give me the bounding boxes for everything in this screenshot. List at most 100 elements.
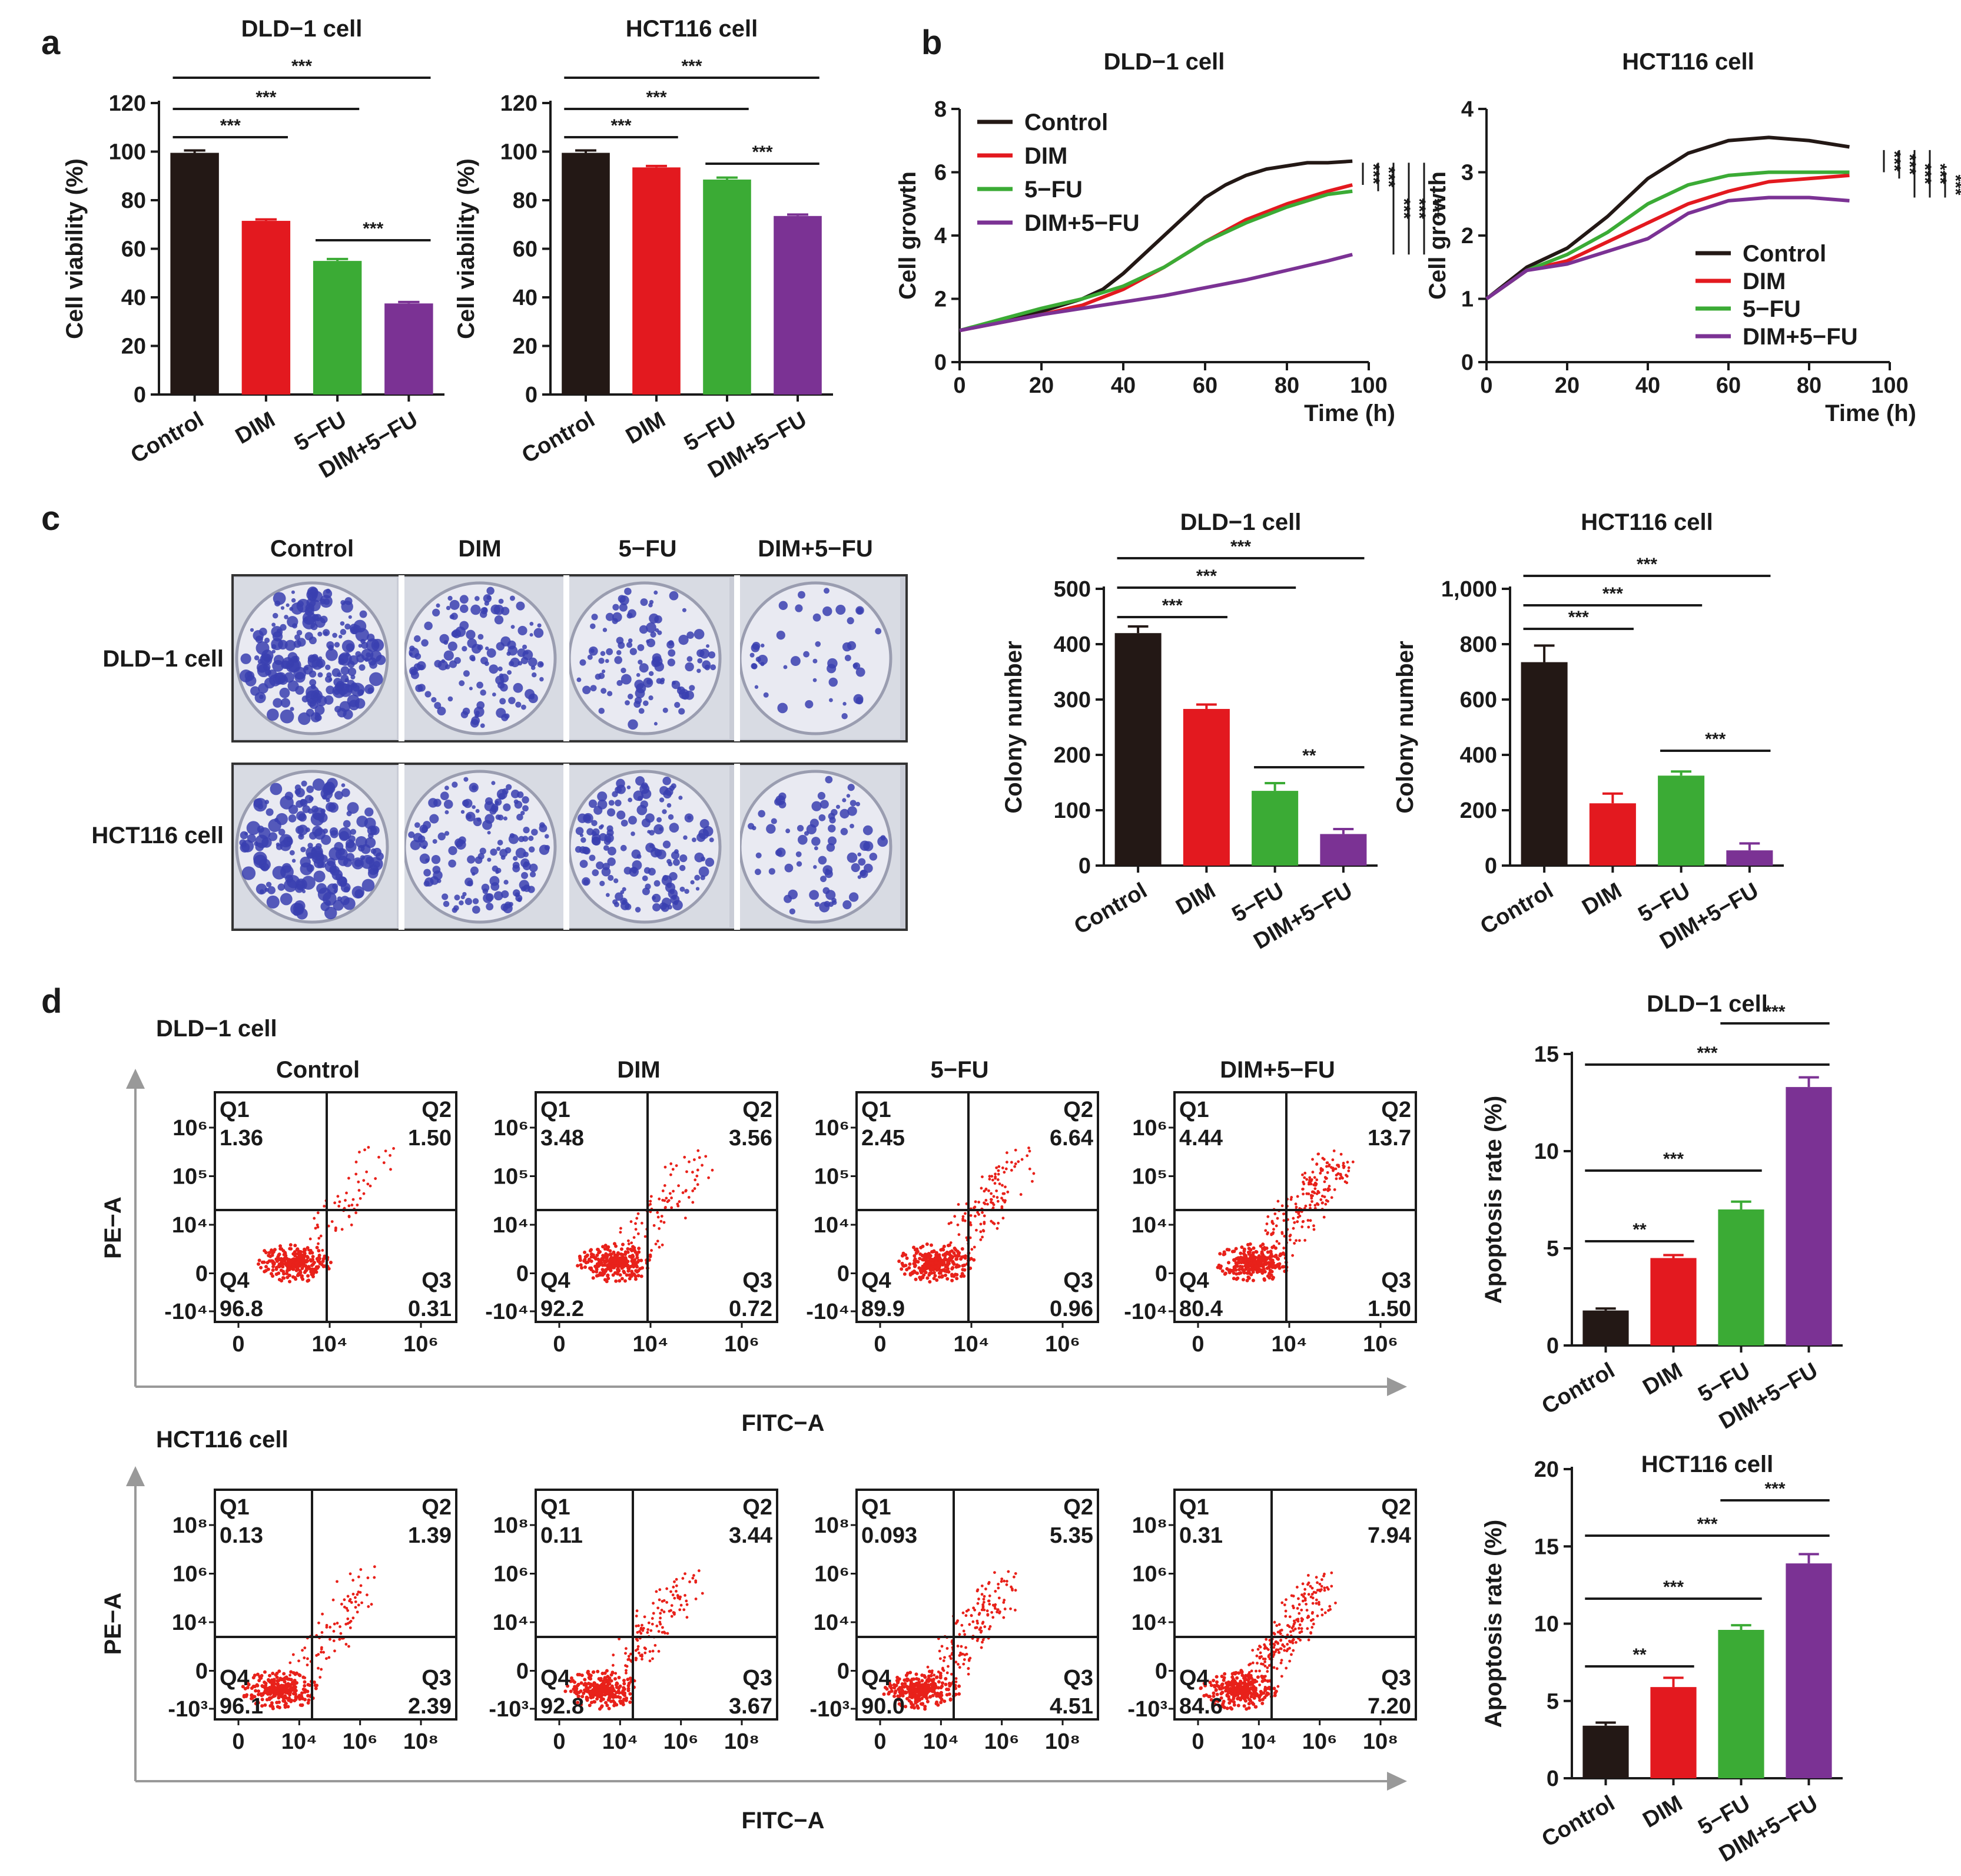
event-dot: [913, 1693, 917, 1698]
colony-spot: [312, 778, 325, 791]
x-tick-label: DIM: [1172, 878, 1220, 920]
colony-spot: [414, 635, 421, 642]
legend-label: DIM+5−FU: [1743, 324, 1858, 350]
y-tick-label: 100: [109, 140, 146, 165]
event-dot: [348, 1599, 351, 1603]
significance-label: ***: [1425, 198, 1444, 219]
event-dot: [617, 1675, 621, 1679]
event-dot: [1310, 1200, 1313, 1203]
colony-spot: [257, 826, 264, 833]
event-dot: [935, 1278, 939, 1282]
colony-spot: [322, 629, 330, 637]
event-dot: [1263, 1245, 1266, 1249]
event-dot: [626, 1247, 630, 1251]
colony-spot: [642, 875, 648, 881]
colony-spot: [590, 685, 597, 692]
event-dot: [944, 1273, 948, 1277]
colony-spot: [653, 722, 658, 726]
chart-title: HCT116 cell: [1581, 509, 1713, 535]
colony-spot: [294, 634, 301, 641]
event-dot: [634, 1649, 638, 1652]
event-dot: [997, 1172, 1000, 1176]
event-dot: [943, 1268, 947, 1272]
event-dot: [321, 1612, 324, 1616]
event-dot: [1342, 1164, 1345, 1167]
event-dot: [988, 1175, 991, 1178]
event-dot: [604, 1268, 608, 1272]
event-dot: [669, 1162, 673, 1165]
quadrant-label-q4: Q4: [1179, 1268, 1209, 1293]
event-dot: [350, 1223, 353, 1227]
colony-spot: [369, 672, 383, 687]
colony-spot: [311, 591, 323, 602]
colony-spot: [508, 697, 516, 704]
event-dot: [945, 1671, 949, 1675]
colony-spot: [863, 841, 874, 851]
event-dot: [652, 1602, 655, 1605]
colony-spot: [643, 677, 653, 688]
event-dot: [960, 1645, 963, 1648]
event-dot: [688, 1580, 691, 1583]
colony-spot: [748, 823, 755, 830]
event-dot: [930, 1250, 934, 1254]
event-dot: [931, 1693, 935, 1698]
x-tick-label: 0: [232, 1332, 244, 1357]
event-dot: [964, 1614, 968, 1618]
significance-label: ***: [1196, 566, 1217, 586]
colony-spot: [522, 644, 527, 649]
event-dot: [1280, 1231, 1284, 1234]
colony-spot: [279, 687, 290, 698]
colony-spot: [423, 880, 430, 887]
colony-spot: [709, 837, 714, 843]
event-dot: [1301, 1188, 1305, 1191]
event-dot: [917, 1678, 921, 1682]
event-dot: [969, 1257, 973, 1261]
y-tick-label: 60: [513, 237, 537, 262]
event-dot: [647, 1621, 651, 1625]
event-dot: [613, 1253, 617, 1257]
colony-spot: [875, 628, 882, 635]
y-tick-label: 80: [121, 188, 146, 213]
bar-DIM: [632, 167, 681, 395]
colony-spot: [533, 628, 544, 638]
event-dot: [993, 1222, 996, 1225]
event-dot: [310, 1267, 314, 1271]
colony-spot: [284, 615, 288, 619]
colony-spot: [525, 651, 529, 655]
event-dot: [586, 1260, 590, 1264]
colony-spot: [829, 698, 833, 702]
colony-spot: [443, 800, 453, 809]
y-tick-label: 10⁴: [814, 1213, 850, 1238]
quadrant-value-q1: 0.13: [220, 1523, 263, 1548]
event-dot: [320, 1650, 323, 1654]
event-dot: [970, 1248, 974, 1251]
colony-spot: [289, 606, 294, 611]
event-dot: [1278, 1262, 1282, 1266]
colony-spot: [640, 598, 648, 606]
event-dot: [687, 1196, 691, 1199]
event-dot: [981, 1211, 984, 1214]
event-dot: [1323, 1180, 1326, 1184]
event-dot: [1028, 1149, 1031, 1153]
event-dot: [621, 1700, 625, 1704]
colony-spot: [272, 612, 278, 619]
event-dot: [696, 1183, 699, 1186]
event-dot: [661, 1198, 665, 1202]
event-dot: [614, 1683, 618, 1687]
colony-spot: [317, 672, 323, 678]
colony-spot: [408, 831, 415, 838]
event-dot: [600, 1263, 605, 1267]
colony-spot: [323, 828, 329, 834]
x-tick-label: 10⁴: [953, 1332, 989, 1357]
event-dot: [288, 1691, 293, 1695]
colony-spot: [539, 844, 550, 855]
event-dot: [977, 1213, 981, 1216]
event-dot: [621, 1265, 625, 1269]
event-dot: [302, 1261, 306, 1265]
colony-spot: [373, 642, 380, 648]
event-dot: [919, 1688, 923, 1692]
colony-spot: [628, 638, 633, 643]
colony-spot: [607, 846, 616, 856]
series-line-DIM+5−FU: [1485, 195, 1850, 300]
